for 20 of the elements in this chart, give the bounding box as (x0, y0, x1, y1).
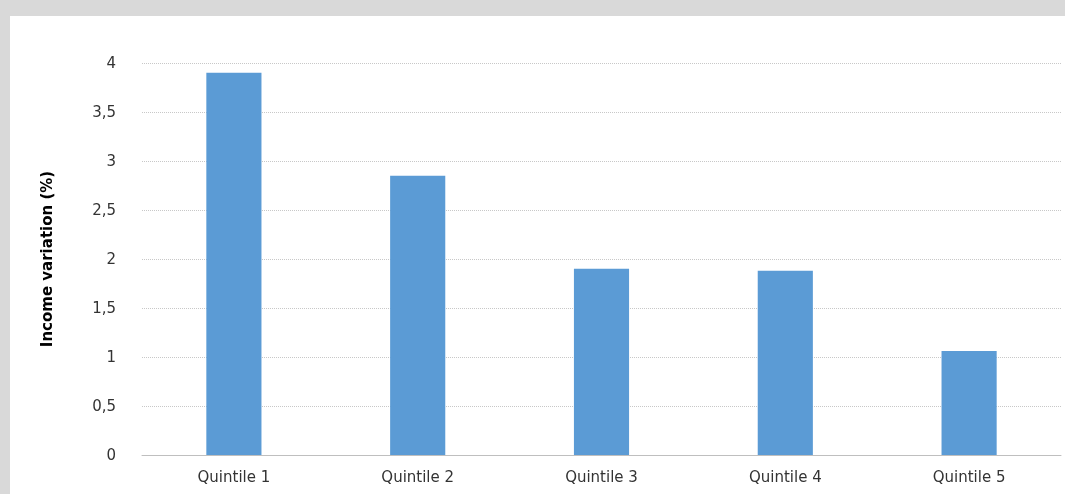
y-tick-label: 2,5 (92, 201, 116, 219)
x-tick-label: Quintile 2 (381, 467, 455, 486)
y-tick-label: 1,5 (92, 299, 116, 317)
y-tick-label: 0 (106, 446, 116, 464)
x-tick-label: Quintile 4 (748, 467, 822, 486)
y-tick-label: 1 (106, 348, 116, 366)
bar (941, 351, 997, 455)
x-tick-label: Quintile 3 (565, 467, 638, 486)
bar (757, 270, 813, 455)
y-tick-label: 3 (106, 152, 116, 170)
x-tick-label: Quintile 5 (932, 467, 1006, 486)
x-tick-label: Quintile 1 (197, 467, 271, 486)
bar (573, 268, 630, 455)
y-axis-title: Income variation (%) (37, 170, 56, 348)
y-tick-label: 2 (106, 250, 116, 268)
bar (206, 72, 262, 455)
y-tick-label: 3,5 (92, 103, 116, 121)
bar (390, 175, 446, 455)
y-tick-label: 0,5 (92, 397, 116, 415)
y-tick-label: 4 (106, 54, 116, 72)
